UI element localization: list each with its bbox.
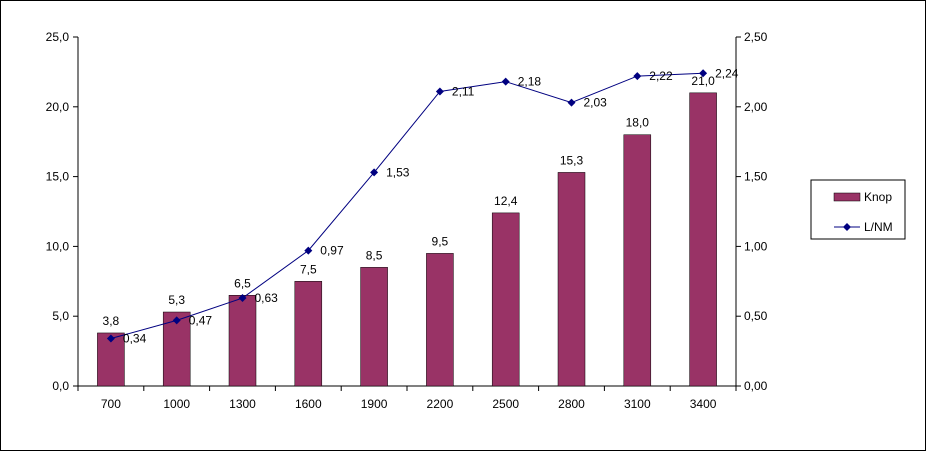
legend-label-lnm: L/NM	[864, 220, 893, 234]
x-tick-label: 1900	[361, 397, 388, 411]
point-lnm	[172, 316, 181, 325]
line-data-label: 2,03	[584, 96, 608, 110]
bar-data-label: 9,5	[432, 234, 449, 248]
legend-box	[810, 179, 906, 240]
bar-data-label: 18,0	[626, 116, 650, 130]
left-tick-label: 25,0	[46, 30, 70, 44]
bar-knop	[162, 311, 191, 387]
bar-knop	[623, 134, 652, 387]
point-lnm	[435, 87, 444, 96]
x-tick-label: 3400	[690, 397, 717, 411]
line-lnm	[110, 72, 704, 340]
x-tick-label: 1600	[295, 397, 322, 411]
bar-knop	[491, 212, 520, 387]
point-lnm	[106, 334, 115, 343]
x-tick-label: 2800	[558, 397, 585, 411]
point-lnm	[633, 72, 642, 81]
axes-group: 0,0 0,00 5,0 0,50 10,0 1,00 15,0 1,50 20,0 2,00 25…	[46, 30, 768, 411]
right-tick-label: 2,50	[744, 30, 768, 44]
data-labels-group: 3,8 5,3 6,5 7,5 8,5 9,5 12,4 15,3 18,0 21,0 0,34 0,…	[103, 66, 739, 345]
legend-swatch-lnm-marker	[843, 223, 851, 231]
x-tick-label: 700	[101, 397, 121, 411]
bar-knop	[689, 92, 717, 387]
x-tick-label: 2200	[427, 397, 454, 411]
bar-data-label: 7,5	[300, 262, 317, 276]
bar-data-label: 3,8	[103, 314, 120, 328]
line-data-label: 0,63	[255, 291, 279, 305]
line-data-label: 0,47	[189, 313, 213, 327]
bar-knop	[426, 253, 454, 387]
point-lnm	[699, 69, 708, 78]
line-data-label: 0,34	[123, 332, 147, 346]
bars-group	[97, 92, 717, 387]
bar-data-label: 15,3	[560, 153, 584, 167]
x-tick-label: 2500	[492, 397, 519, 411]
bar-knop	[360, 267, 388, 387]
legend-swatch-knop	[833, 192, 861, 202]
bar-data-label: 5,3	[168, 293, 185, 307]
legend: Knop L/NM	[810, 179, 906, 240]
left-tick-label: 15,0	[46, 170, 70, 184]
line-data-label: 1,53	[386, 165, 410, 179]
left-tick-label: 20,0	[46, 100, 70, 114]
line-series-group	[106, 69, 708, 343]
legend-label-knop: Knop	[864, 190, 892, 204]
bar-knop	[228, 295, 257, 387]
left-tick-label: 0,0	[52, 379, 69, 393]
line-data-label: 2,11	[452, 84, 475, 98]
line-data-label: 2,22	[649, 69, 673, 83]
right-tick-label: 2,00	[744, 100, 768, 114]
bar-data-label: 12,4	[494, 194, 518, 208]
left-tick-label: 10,0	[46, 239, 70, 253]
bar-data-label: 8,5	[366, 248, 383, 262]
point-lnm	[501, 77, 510, 86]
x-tick-label: 3100	[624, 397, 651, 411]
point-lnm	[304, 246, 313, 255]
x-tick-label: 1300	[229, 397, 256, 411]
right-tick-label: 1,50	[744, 170, 768, 184]
x-tick-label: 1000	[163, 397, 190, 411]
point-lnm	[238, 294, 247, 303]
line-data-label: 2,18	[518, 75, 542, 89]
point-lnm	[370, 168, 379, 177]
line-data-label: 2,24	[715, 66, 739, 80]
left-tick-label: 5,0	[52, 309, 69, 323]
bar-knop	[557, 172, 586, 387]
bar-data-label: 21,0	[691, 74, 715, 88]
bar-knop	[294, 281, 323, 387]
bar-data-label: 6,5	[234, 276, 251, 290]
line-data-label: 0,97	[320, 244, 344, 258]
right-tick-label: 1,00	[744, 239, 768, 253]
point-lnm	[567, 98, 576, 107]
right-tick-label: 0,00	[744, 379, 768, 393]
right-tick-label: 0,50	[744, 309, 768, 323]
